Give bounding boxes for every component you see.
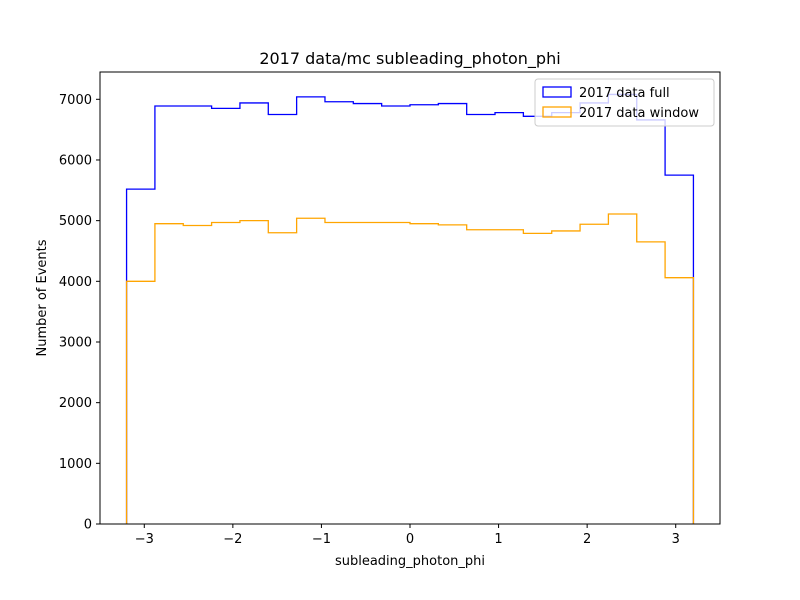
legend-label: 2017 data full: [579, 86, 670, 101]
series-step-line-0: [125, 93, 695, 524]
y-tick-label: 4000: [59, 275, 92, 290]
y-tick-label: 3000: [59, 335, 92, 350]
legend-label: 2017 data window: [579, 106, 699, 121]
series-step-line-1: [125, 213, 695, 524]
y-axis-label: Number of Events: [35, 239, 50, 356]
y-tick-label: 6000: [59, 153, 92, 168]
y-tick-label: 5000: [59, 214, 92, 229]
y-tick-label: 0: [84, 518, 92, 533]
y-axis: 0 1000 2000 3000 4000 5000 6000 7000: [59, 93, 100, 533]
x-tick-label: −3: [135, 532, 154, 547]
x-tick-label: 2: [583, 532, 591, 547]
chart-title: 2017 data/mc subleading_photon_phi: [259, 49, 560, 69]
x-tick-label: −2: [223, 532, 242, 547]
legend-box: [534, 78, 715, 127]
y-tick-label: 1000: [59, 457, 92, 472]
x-tick-label: 1: [494, 532, 502, 547]
series-layer: [125, 93, 695, 524]
x-tick-label: 0: [406, 532, 414, 547]
legend: 2017 data full 2017 data window: [534, 78, 715, 127]
x-tick-label: 3: [672, 532, 680, 547]
legend-swatch: [542, 106, 572, 118]
x-axis: −3 −2 −1 0 1 2 3: [135, 524, 680, 547]
x-axis-label: subleading_photon_phi: [335, 554, 485, 569]
plot-frame: [99, 71, 721, 525]
y-tick-label: 7000: [59, 93, 92, 108]
y-tick-label: 2000: [59, 396, 92, 411]
legend-swatch: [542, 86, 572, 98]
x-tick-label: −1: [312, 532, 331, 547]
